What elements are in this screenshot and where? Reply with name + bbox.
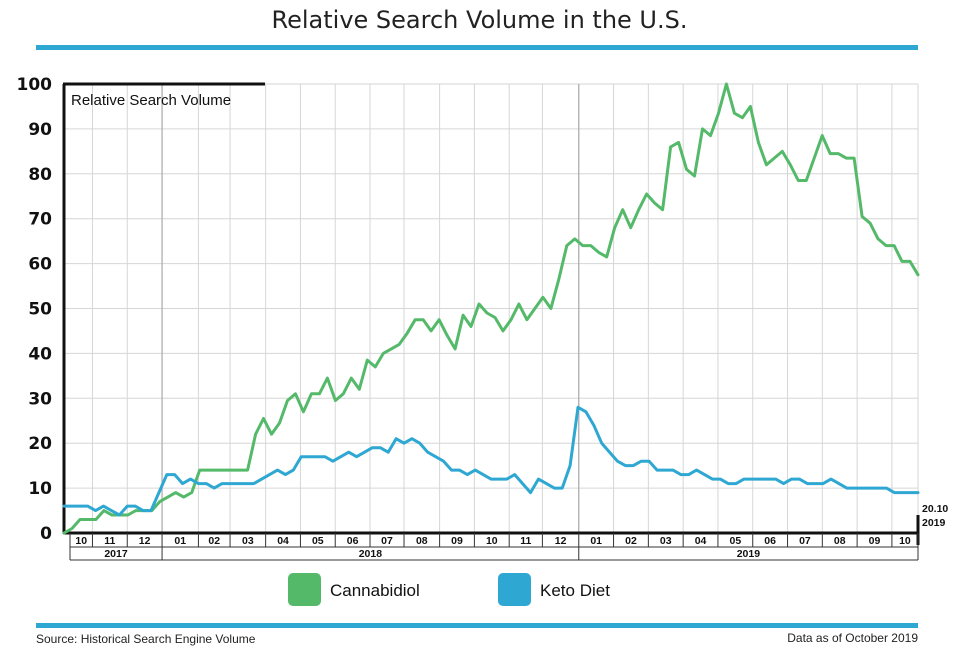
legend-swatch bbox=[498, 573, 531, 606]
month-label: 06 bbox=[764, 535, 776, 547]
month-label: 02 bbox=[625, 535, 637, 547]
legend-swatch bbox=[288, 573, 321, 606]
y-tick-label: 100 bbox=[17, 75, 53, 95]
month-label: 12 bbox=[139, 535, 151, 547]
year-label: 2018 bbox=[359, 548, 383, 560]
legend-label: Cannabidiol bbox=[330, 581, 420, 600]
month-label: 02 bbox=[208, 535, 220, 547]
month-label: 04 bbox=[695, 535, 707, 547]
y-tick-label: 20 bbox=[28, 434, 52, 454]
y-axis-label: Relative Search Volume bbox=[71, 92, 231, 109]
y-tick-label: 30 bbox=[28, 389, 52, 409]
month-label: 09 bbox=[451, 535, 463, 547]
month-label: 07 bbox=[799, 535, 811, 547]
month-label: 03 bbox=[242, 535, 254, 547]
y-tick-label: 40 bbox=[28, 344, 52, 364]
source-note: Source: Historical Search Engine Volume bbox=[36, 632, 256, 646]
y-tick-label: 90 bbox=[28, 120, 52, 140]
end-year-label: 2019 bbox=[922, 517, 946, 529]
year-label: 2019 bbox=[737, 548, 761, 560]
y-tick-label: 10 bbox=[28, 479, 52, 499]
year-label: 2017 bbox=[104, 548, 128, 560]
month-label: 10 bbox=[486, 535, 498, 547]
month-label: 05 bbox=[312, 535, 324, 547]
y-tick-label: 50 bbox=[28, 300, 52, 320]
bottom-rule bbox=[36, 623, 918, 628]
month-label: 10 bbox=[75, 535, 87, 547]
month-label: 05 bbox=[729, 535, 741, 547]
month-label: 11 bbox=[520, 535, 531, 547]
legend: Cannabidiol Keto Diet bbox=[288, 573, 610, 606]
series bbox=[62, 82, 920, 535]
top-rule bbox=[36, 45, 918, 50]
month-label: 11 bbox=[104, 535, 115, 547]
month-label: 08 bbox=[416, 535, 428, 547]
series-line-keto-diet bbox=[62, 405, 920, 517]
y-tick-label: 0 bbox=[40, 524, 52, 544]
grid bbox=[64, 83, 919, 533]
month-label: 08 bbox=[834, 535, 846, 547]
series-line-cannabidiol bbox=[62, 82, 920, 535]
month-label: 10 bbox=[899, 535, 911, 547]
y-tick-label: 70 bbox=[28, 210, 52, 230]
legend-label: Keto Diet bbox=[540, 581, 610, 600]
chart-title: Relative Search Volume in the U.S. bbox=[271, 6, 688, 34]
month-label: 01 bbox=[174, 535, 186, 547]
month-label: 07 bbox=[381, 535, 393, 547]
y-tick-label: 60 bbox=[28, 255, 52, 275]
end-date-label: 20.10 bbox=[922, 503, 948, 515]
month-label: 01 bbox=[590, 535, 602, 547]
data-date-note: Data as of October 2019 bbox=[787, 631, 918, 645]
month-label: 12 bbox=[555, 535, 567, 547]
month-label: 06 bbox=[347, 535, 359, 547]
y-tick-label: 80 bbox=[28, 165, 52, 185]
month-label: 04 bbox=[277, 535, 289, 547]
month-label: 03 bbox=[660, 535, 672, 547]
month-label: 09 bbox=[869, 535, 881, 547]
